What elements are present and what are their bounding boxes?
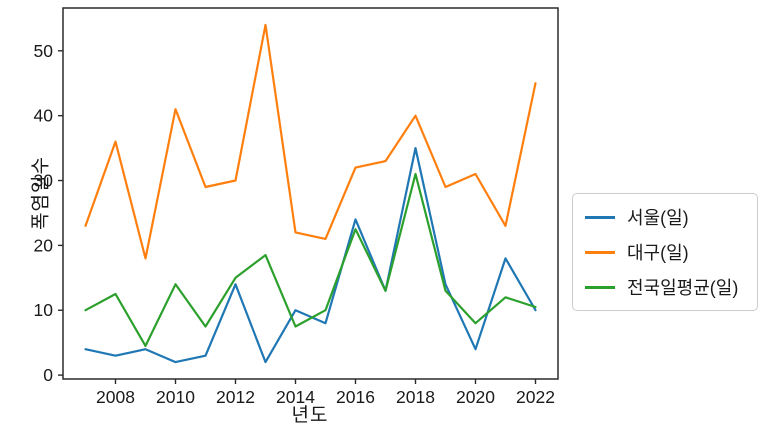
x-tick-label: 2020 xyxy=(456,387,495,407)
x-axis-label: 년도 xyxy=(291,405,329,426)
legend-line-swatch-daegu xyxy=(585,250,615,254)
y-tick-label: 20 xyxy=(34,235,54,255)
legend-item-seoul: 서울(일) xyxy=(585,204,745,230)
x-tick-label: 2016 xyxy=(336,387,375,407)
x-tick-label: 2018 xyxy=(396,387,435,407)
x-tick-label: 2010 xyxy=(156,387,195,407)
legend-line-swatch-national-average xyxy=(585,285,615,289)
legend-label-national-average: 전국일평균(일) xyxy=(627,278,739,298)
series-line-1 xyxy=(84,23,537,260)
y-tick-label: 50 xyxy=(34,41,54,61)
x-tick-label: 2012 xyxy=(216,387,255,407)
y-tick-label: 40 xyxy=(34,106,54,126)
x-tick-label: 2014 xyxy=(276,387,315,407)
y-tick-label: 30 xyxy=(34,171,54,191)
legend-label-daegu: 대구(일) xyxy=(627,243,689,263)
x-tick-label: 2022 xyxy=(516,387,555,407)
legend: 서울(일) 대구(일) 전국일평균(일) xyxy=(572,193,758,311)
legend-item-national-average: 전국일평균(일) xyxy=(585,274,745,300)
y-tick-label: 0 xyxy=(43,365,53,385)
series-line-2 xyxy=(84,172,537,347)
legend-label-seoul: 서울(일) xyxy=(627,208,689,228)
plot-frame xyxy=(62,7,559,380)
legend-item-daegu: 대구(일) xyxy=(585,239,745,265)
legend-line-swatch-seoul xyxy=(585,215,615,219)
y-axis-label: 폭염일수 xyxy=(30,156,52,230)
series-line-0 xyxy=(84,147,537,364)
y-tick-label: 10 xyxy=(34,300,54,320)
x-tick-label: 2008 xyxy=(96,387,135,407)
